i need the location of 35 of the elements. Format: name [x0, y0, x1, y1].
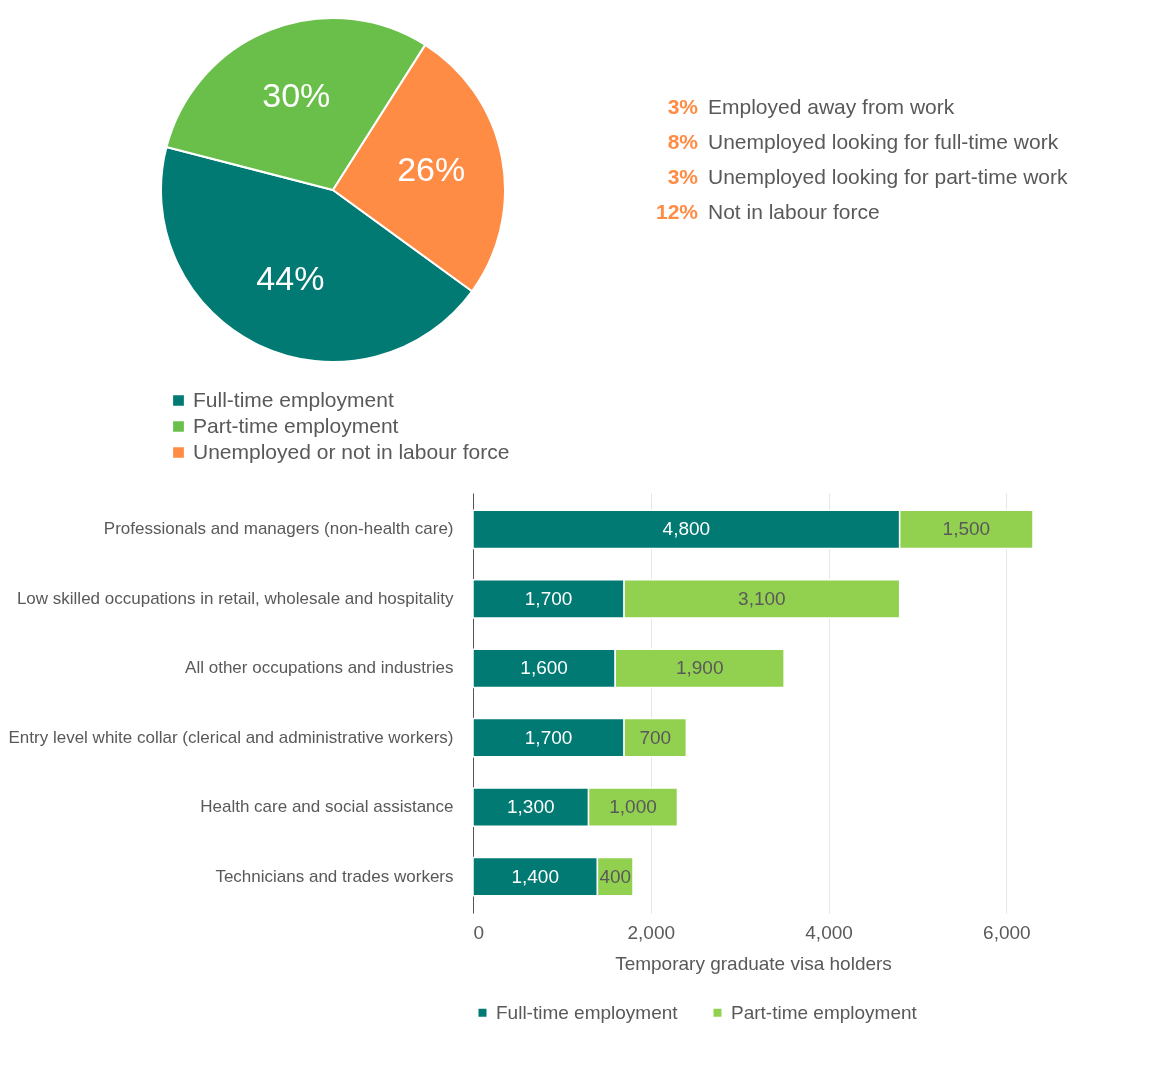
- legend-label: Full-time employment: [193, 387, 394, 411]
- data-label: 1,400: [511, 865, 559, 887]
- data-label: 1,700: [524, 587, 573, 609]
- data-label: 400: [599, 865, 632, 887]
- y-tick-label: Entry level white collar (clerical and administrative workers): [8, 727, 454, 747]
- text: 3% Unemployed looking for part-time work: [667, 165, 1068, 188]
- legend-label: Part-time employment: [193, 413, 399, 437]
- data-label: 4,800: [662, 518, 711, 540]
- legend-label: Full-time employment: [496, 1001, 679, 1023]
- y-tick-label: Low skilled occupations in retail, wholesale and hospitality: [16, 588, 454, 608]
- text: 12% Not in labour force: [655, 200, 880, 223]
- legend-label: Part-time employment: [731, 1001, 918, 1023]
- y-tick-label: All other occupations and industries: [185, 658, 454, 678]
- y-tick-label: Health care and social assistance: [200, 797, 454, 817]
- y-tick-label: Technicians and trades workers: [215, 866, 454, 886]
- data-label: 26%: [397, 150, 466, 189]
- legend-label: Unemployed or not in labour force: [193, 439, 510, 463]
- data-label: 1,900: [675, 657, 724, 679]
- text: 8% Unemployed looking for full-time work: [667, 130, 1059, 153]
- y-tick-label: Professionals and managers (non-health care): [103, 519, 454, 539]
- data-label: 44%: [256, 259, 325, 298]
- x-tick-label: 2,000: [627, 921, 676, 943]
- x-tick-label: 0: [473, 921, 485, 943]
- data-label: 1,300: [507, 796, 555, 818]
- data-label: 30%: [262, 75, 331, 114]
- data-label: 3,100: [738, 587, 786, 609]
- text: 3% Employed away from work: [667, 95, 955, 118]
- data-label: 1,700: [524, 726, 573, 748]
- x-tick-label: 6,000: [983, 921, 1031, 943]
- data-label: 1,000: [609, 796, 657, 818]
- data-label: 1,600: [520, 657, 568, 679]
- x-axis-title: Temporary graduate visa holders: [615, 952, 892, 974]
- data-label: 1,500: [942, 518, 991, 540]
- data-label: 700: [639, 726, 672, 748]
- x-tick-label: 4,000: [805, 921, 853, 943]
